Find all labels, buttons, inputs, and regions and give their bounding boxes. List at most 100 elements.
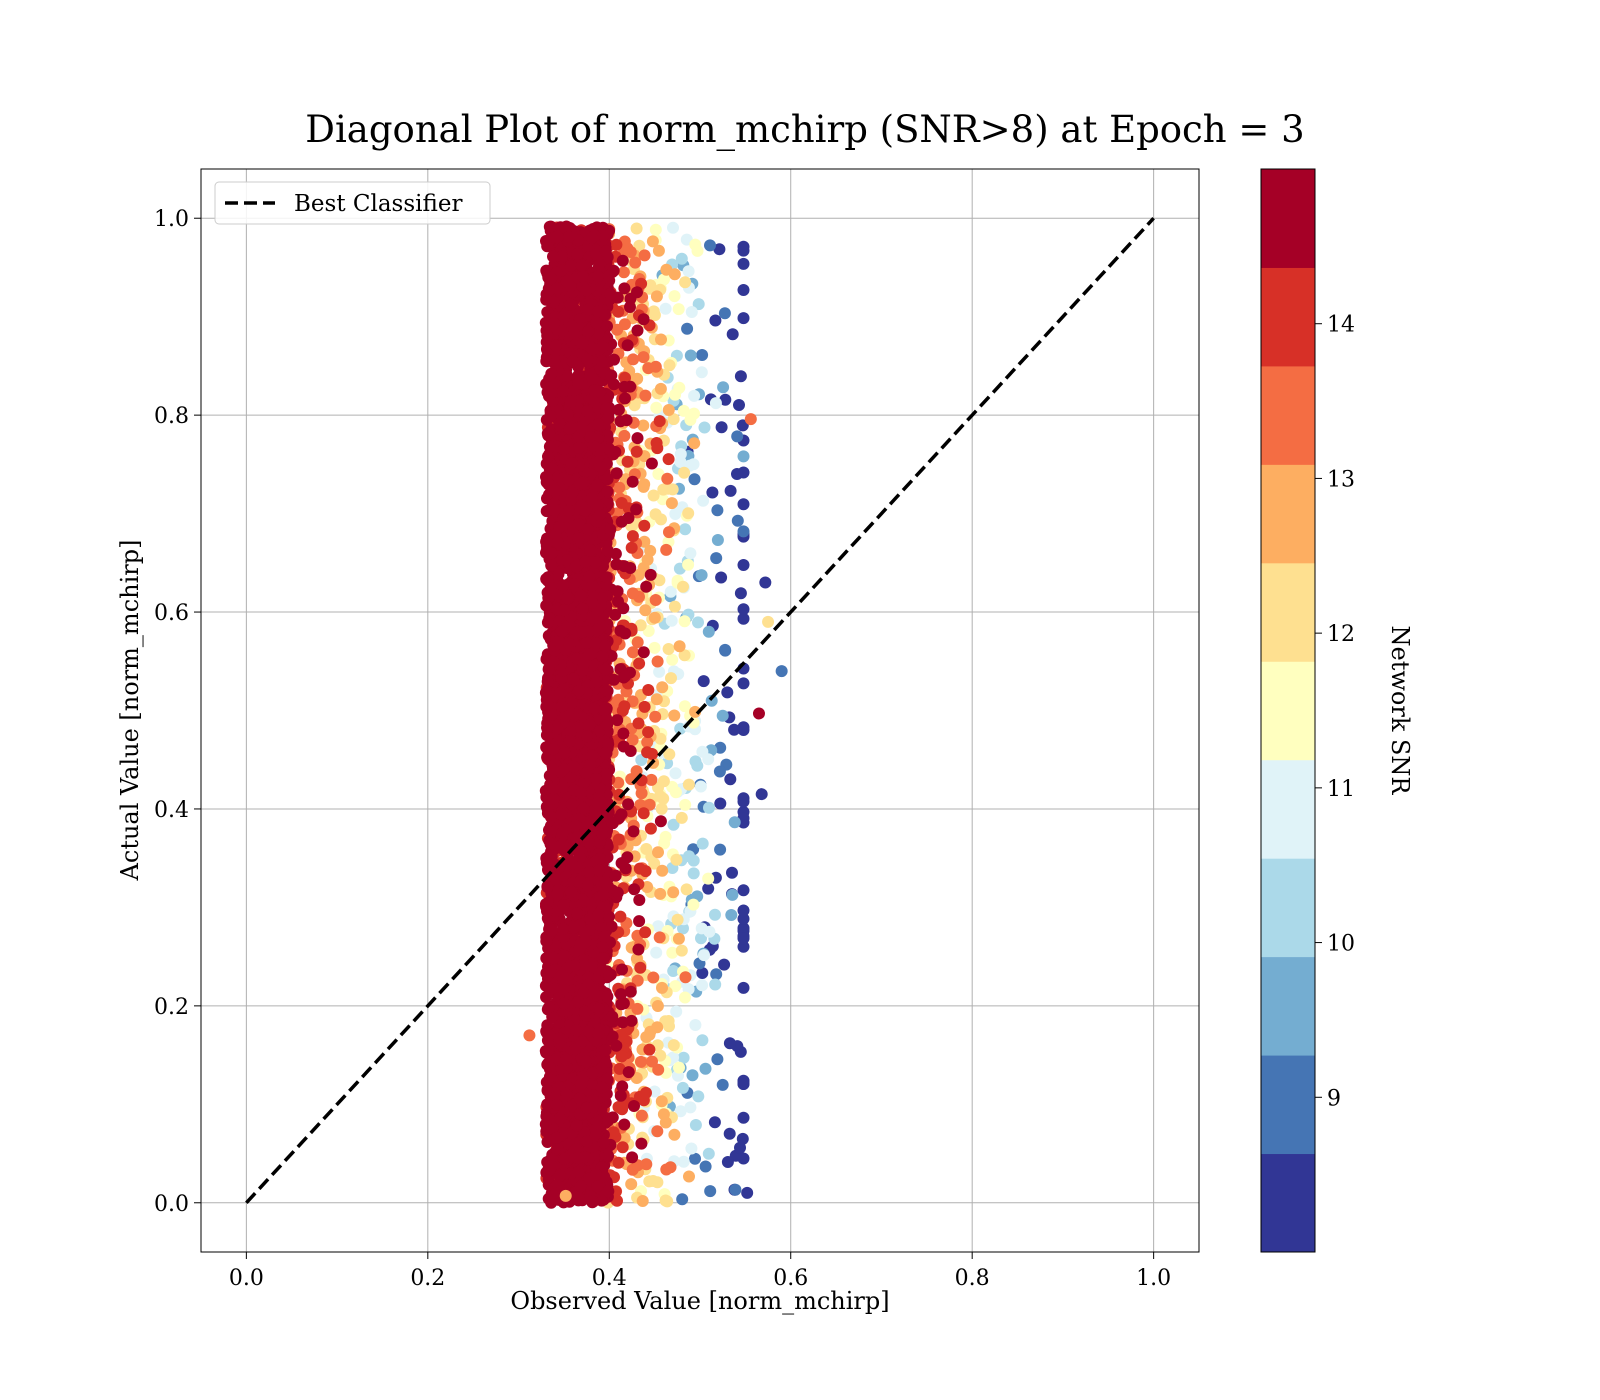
scatter-point: [551, 888, 564, 901]
scatter-point: [617, 266, 630, 279]
scatter-point: [616, 1141, 629, 1154]
scatter-point: [565, 696, 578, 709]
scatter-point: [682, 265, 695, 278]
scatter-point: [713, 765, 726, 778]
scatter-point: [677, 922, 689, 935]
scatter-point: [737, 912, 750, 925]
scatter-point: [667, 1039, 680, 1052]
scatter-point: [540, 856, 553, 869]
scatter-point: [711, 504, 724, 517]
scatter-point: [688, 437, 701, 450]
scatter-point: [637, 351, 650, 364]
scatter-point: [586, 343, 599, 356]
scatter-point: [649, 223, 662, 236]
scatter-point: [619, 371, 631, 384]
scatter-point: [586, 231, 598, 244]
scatter-point: [625, 541, 638, 554]
scatter-point: [601, 473, 614, 486]
scatter-point: [561, 369, 574, 382]
scatter-point: [610, 1039, 623, 1052]
scatter-point: [612, 1156, 625, 1169]
scatter-point: [604, 287, 617, 300]
scatter-point: [653, 665, 666, 678]
scatter-point: [626, 734, 639, 746]
scatter-point: [650, 946, 663, 959]
scatter-point: [643, 1028, 656, 1041]
scatter-point: [643, 1043, 656, 1056]
scatter-point: [615, 497, 628, 509]
scatter-point: [662, 404, 675, 416]
scatter-point: [590, 772, 603, 785]
scatter-point: [626, 530, 639, 543]
scatter-point: [632, 568, 645, 581]
scatter-point: [675, 944, 688, 957]
scatter-point: [628, 1100, 640, 1112]
scatter-point: [731, 468, 743, 480]
scatter-point: [687, 458, 700, 471]
scatter-point: [647, 489, 660, 502]
scatter-point: [541, 616, 554, 629]
scatter-point: [618, 429, 631, 442]
scatter-point: [611, 323, 624, 336]
scatter-point: [717, 381, 730, 394]
scatter-point: [589, 1123, 602, 1136]
scatter-point: [654, 382, 667, 395]
scatter-point: [653, 415, 666, 428]
scatter-point: [710, 968, 723, 981]
scatter-point: [631, 1002, 644, 1015]
scatter-point: [702, 872, 715, 885]
scatter-point: [603, 969, 616, 982]
scatter-point: [558, 604, 571, 617]
scatter-point: [731, 430, 744, 443]
scatter-point: [596, 952, 609, 965]
scatter-point: [590, 248, 603, 261]
scatter-point: [596, 941, 609, 954]
scatter-point: [696, 837, 709, 850]
scatter-point: [585, 1078, 598, 1091]
scatter-point: [650, 290, 663, 303]
scatter-point: [665, 614, 678, 627]
scatter-point: [672, 303, 685, 316]
scatter-point: [674, 1105, 687, 1118]
scatter-point: [668, 1128, 681, 1141]
scatter-point: [549, 357, 561, 370]
scatter-point: [649, 360, 662, 373]
scatter-point: [573, 851, 586, 864]
scatter-point: [545, 966, 558, 978]
scatter-point: [689, 705, 702, 718]
scatter-point: [633, 862, 646, 875]
scatter-point: [737, 603, 750, 616]
scatter-point: [687, 898, 700, 911]
scatter-point: [595, 921, 607, 934]
scatter-point: [624, 380, 637, 393]
scatter-point: [651, 442, 664, 455]
scatter-point: [667, 221, 679, 234]
scatter-point: [676, 1193, 689, 1206]
scatter-point: [553, 521, 566, 534]
scatter-point: [699, 1062, 712, 1075]
scatter-point: [578, 776, 590, 789]
chart-title: Diagonal Plot of norm_mchirp (SNR>8) at …: [305, 108, 1304, 152]
scatter-point: [641, 736, 654, 749]
scatter-point: [622, 798, 635, 811]
scatter-point: [592, 908, 605, 921]
scatter-point: [569, 819, 582, 832]
scatter-point: [644, 822, 657, 835]
scatter-point: [696, 745, 709, 758]
scatter-point: [646, 1055, 658, 1068]
scatter-point: [696, 1034, 709, 1047]
scatter-point: [626, 1151, 639, 1164]
scatter-point: [698, 421, 711, 434]
scatter-point: [565, 798, 578, 811]
scatter-point: [659, 830, 672, 843]
scatter-point: [650, 401, 663, 414]
scatter-point: [737, 721, 750, 734]
scatter-point: [624, 985, 637, 998]
scatter-point: [678, 615, 691, 628]
scatter-point: [616, 254, 629, 267]
scatter-point: [656, 681, 669, 694]
scatter-point: [665, 672, 677, 685]
scatter-point: [699, 1160, 712, 1173]
scatter-point: [689, 1152, 701, 1165]
scatter-point: [682, 558, 695, 571]
